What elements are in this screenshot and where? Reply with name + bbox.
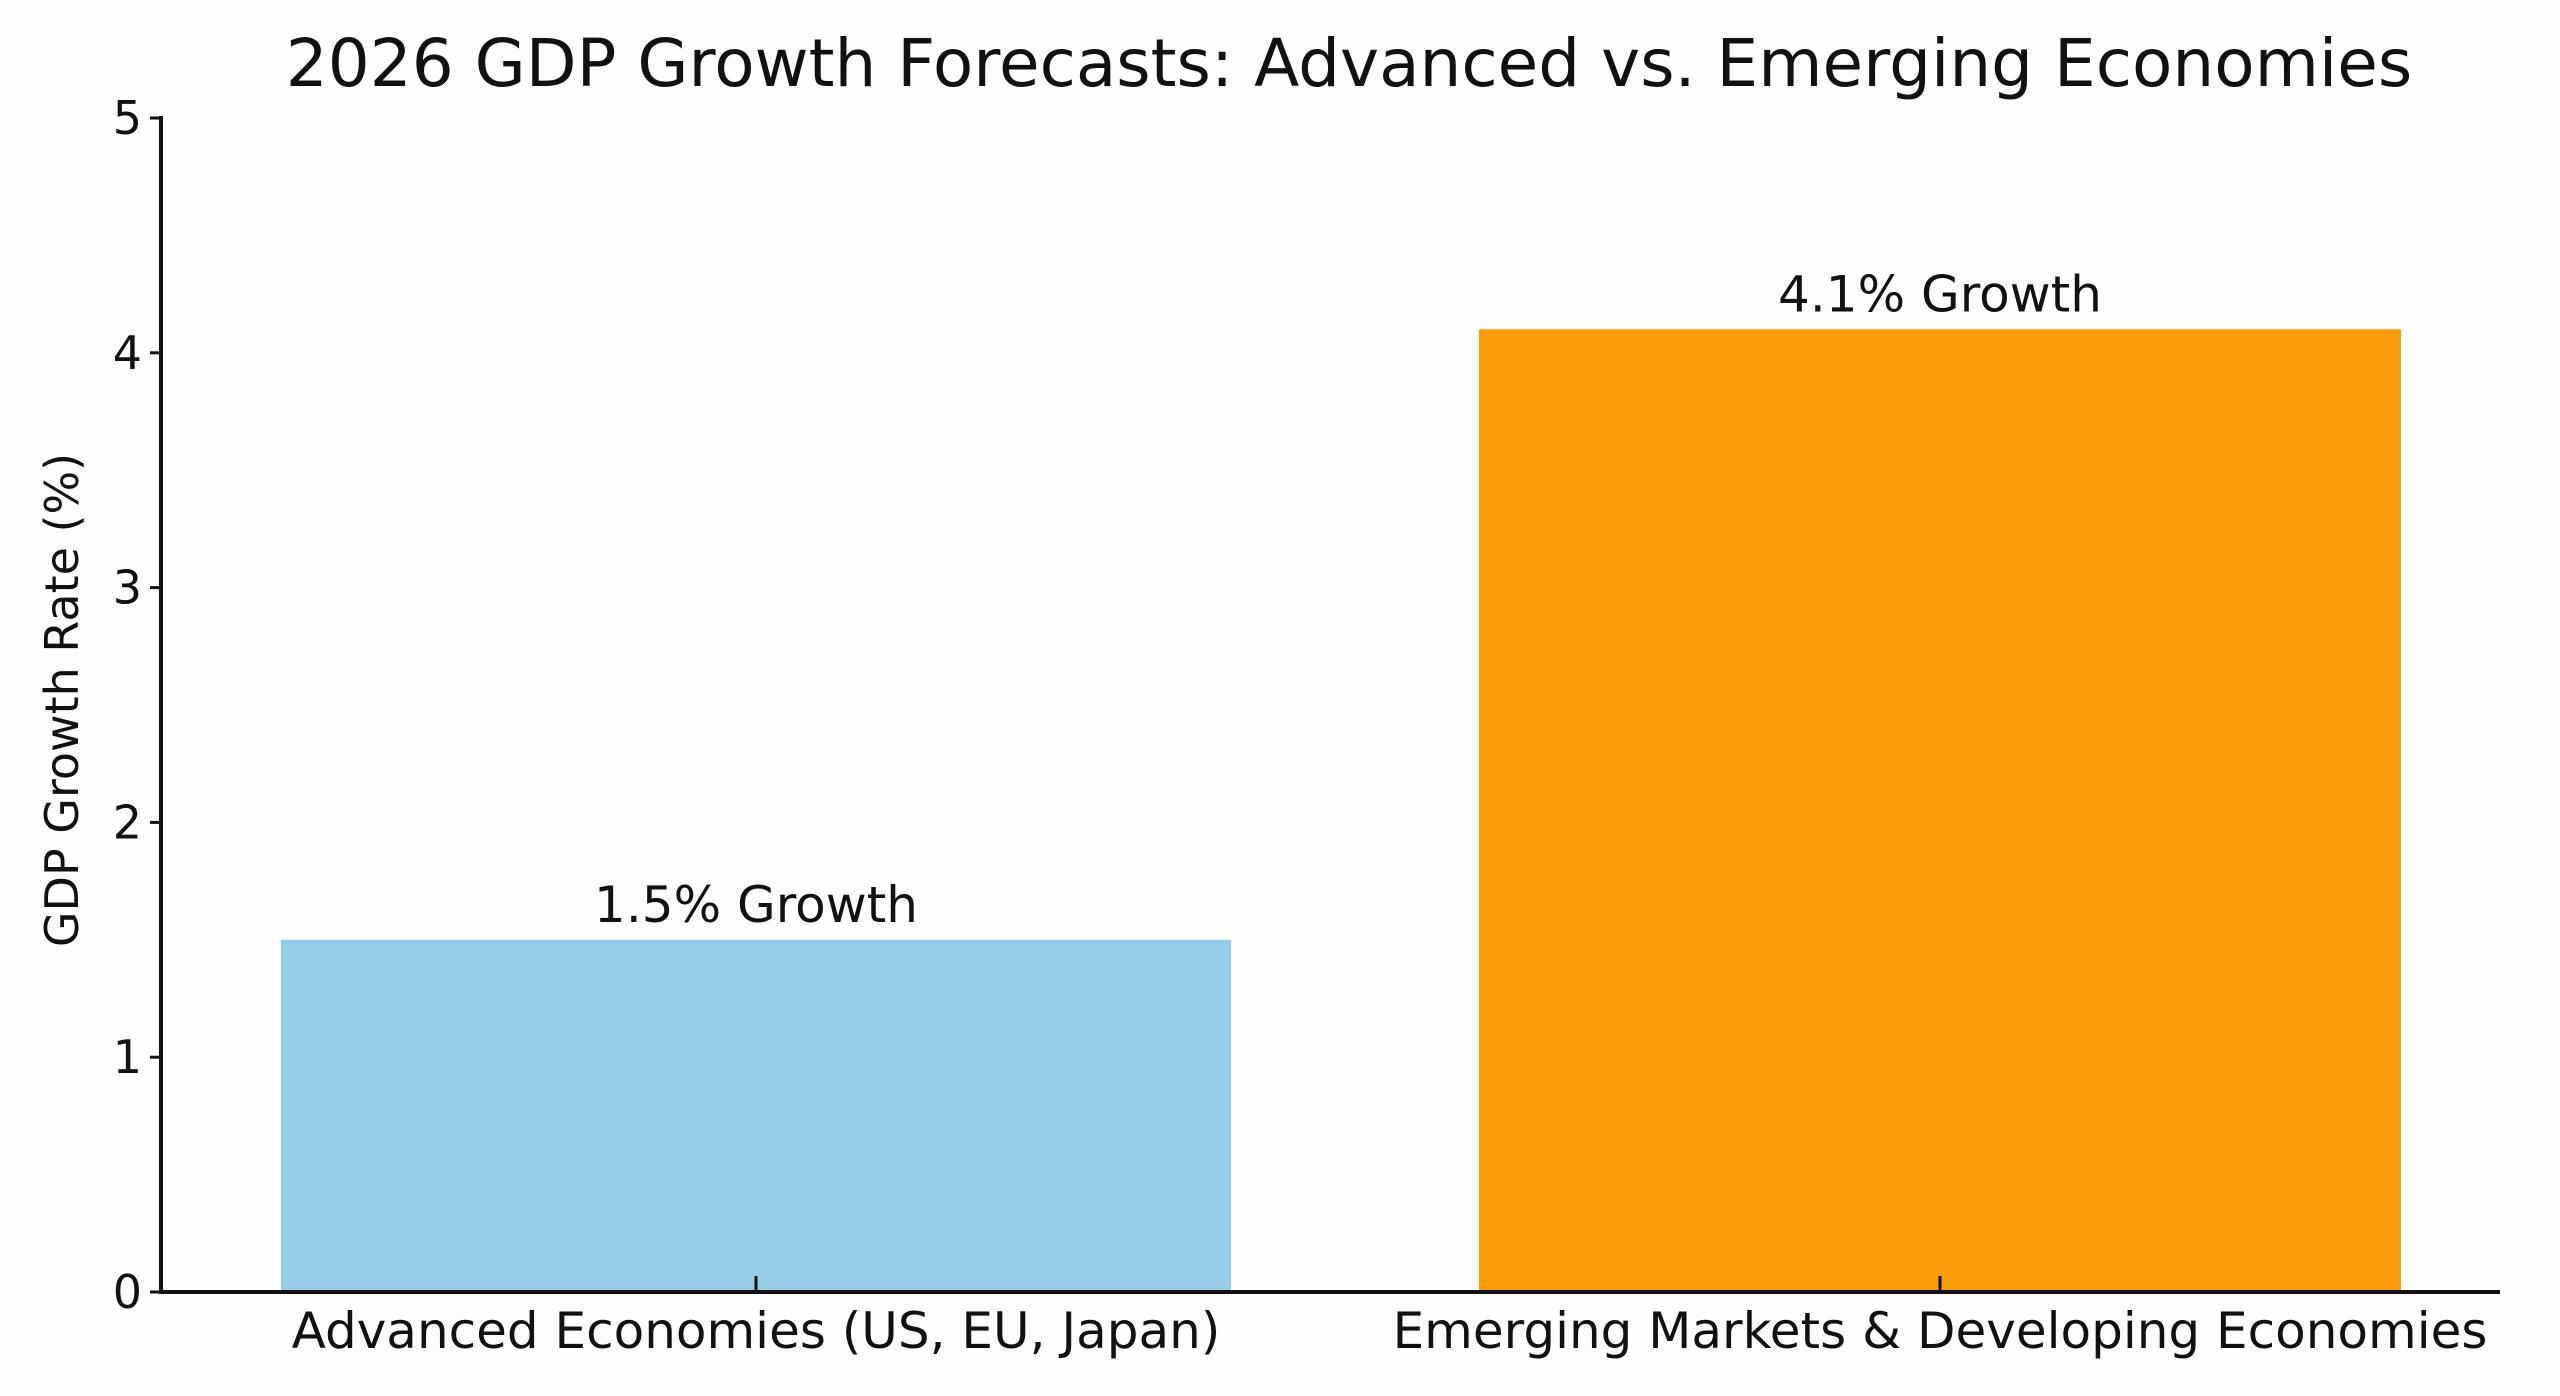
y-tick-label: 3 bbox=[113, 561, 142, 615]
y-tick-label: 1 bbox=[113, 1030, 142, 1084]
y-tick-label: 2 bbox=[113, 795, 142, 849]
bar-data-label: 1.5% Growth bbox=[594, 876, 918, 934]
x-tick-label: Advanced Economies (US, EU, Japan) bbox=[292, 1302, 1221, 1360]
y-tick-label: 5 bbox=[113, 91, 142, 145]
bar bbox=[1479, 329, 2401, 1292]
chart-title: 2026 GDP Growth Forecasts: Advanced vs. … bbox=[286, 25, 2413, 102]
x-tick-label: Emerging Markets & Developing Economies bbox=[1393, 1302, 2488, 1360]
bar bbox=[281, 939, 1231, 1292]
y-tick-label: 0 bbox=[113, 1265, 142, 1319]
bar-data-label: 4.1% Growth bbox=[1778, 265, 2102, 323]
y-tick-label: 4 bbox=[113, 326, 142, 380]
y-axis-label: GDP Growth Rate (%) bbox=[35, 453, 89, 947]
